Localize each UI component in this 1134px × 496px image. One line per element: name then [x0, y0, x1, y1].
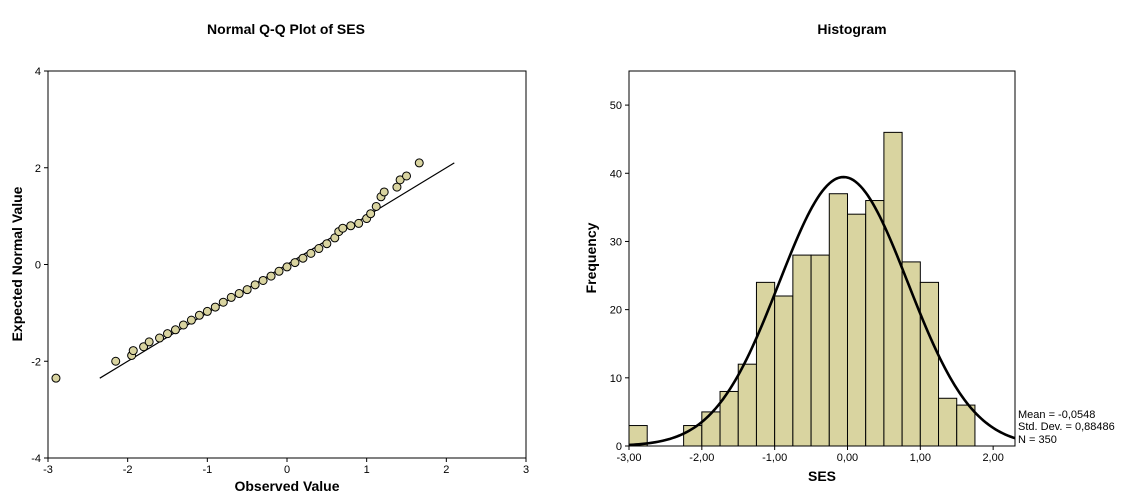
qq-y-axis: -4 -2 0 2 4: [31, 66, 48, 465]
qq-point: [346, 221, 356, 231]
histogram-y-tick-label: 30: [610, 236, 622, 248]
histogram-bar: [865, 200, 885, 447]
qq-point: [322, 239, 332, 249]
qq-point: [128, 346, 138, 356]
qq-y-tick-label: 4: [35, 66, 41, 78]
qq-point: [371, 201, 381, 211]
histogram-bar: [737, 363, 757, 447]
qq-plot-title: Normal Q-Q Plot of SES: [207, 21, 365, 37]
qq-point: [234, 289, 244, 299]
qq-y-tick-label: 0: [35, 260, 41, 272]
qq-point: [306, 248, 316, 258]
qq-point: [242, 285, 252, 295]
qq-point: [186, 315, 196, 325]
histogram-y-tick-label: 20: [610, 305, 622, 317]
histogram-bar: [938, 397, 958, 447]
qq-y-tick-label: -4: [31, 453, 41, 465]
qq-x-tick-label: -1: [202, 464, 212, 476]
qq-y-axis-label: Expected Normal Value: [9, 186, 25, 341]
stat-mean: Mean = -0,0548: [1018, 409, 1095, 421]
qq-point: [338, 223, 348, 233]
histogram-bars: [628, 131, 976, 447]
qq-point: [395, 175, 405, 185]
histogram-y-tick-label: 0: [616, 441, 622, 453]
histogram-bar: [828, 193, 848, 447]
histogram-y-axis-label: Frequency: [583, 222, 599, 293]
histogram-bar: [792, 254, 812, 447]
qq-point: [163, 329, 172, 339]
qq-x-tick-label: -3: [43, 464, 53, 476]
histogram-x-tick-label: -1,00: [762, 452, 787, 464]
histogram-x-axis: -3,00 -2,00 -1,00 0,00 1,00 2,00: [616, 446, 1004, 464]
qq-point: [366, 209, 376, 219]
qq-point: [266, 271, 276, 281]
qq-point: [139, 342, 149, 352]
qq-point: [194, 310, 204, 320]
histogram-x-tick-label: 2,00: [982, 452, 1003, 464]
qq-x-tick-label: -2: [123, 464, 133, 476]
qq-x-tick-label: 2: [443, 464, 449, 476]
histogram-x-axis-label: SES: [808, 468, 836, 484]
histogram-x-tick-label: -3,00: [616, 452, 641, 464]
stat-n: N = 350: [1018, 434, 1057, 446]
qq-point: [354, 218, 364, 228]
qq-point: [178, 320, 188, 330]
qq-point: [290, 258, 300, 268]
qq-point: [298, 253, 308, 263]
histogram-bar: [883, 131, 903, 447]
qq-point: [250, 280, 260, 290]
histogram-y-tick-label: 40: [610, 168, 622, 180]
histogram-y-tick-label: 50: [610, 100, 622, 112]
qq-point: [274, 266, 284, 276]
qq-plot: Normal Q-Q Plot of SES -3 -2 -1 0 1 2 3 -4 -2 0 2…: [9, 21, 529, 494]
histogram: Histogram -3,00 -2,00 -1,00 0,00 1,00 2,00 0 1…: [583, 21, 1115, 484]
normal-curve: [628, 175, 1016, 447]
qq-x-tick-label: 3: [523, 464, 529, 476]
qq-point: [392, 182, 402, 192]
histogram-y-tick-label: 10: [610, 373, 622, 385]
qq-point: [51, 373, 61, 383]
histogram-bar: [755, 281, 776, 447]
qq-point: [210, 302, 220, 312]
qq-point: [170, 325, 180, 335]
histogram-x-tick-label: -2,00: [689, 452, 714, 464]
qq-point: [111, 356, 121, 366]
histogram-x-tick-label: 1,00: [910, 452, 931, 464]
qq-x-tick-label: 1: [364, 464, 370, 476]
qq-x-tick-label: 0: [284, 464, 290, 476]
qq-x-axis-label: Observed Value: [234, 478, 339, 494]
qq-point: [155, 333, 165, 343]
qq-x-axis: -3 -2 -1 0 1 2 3: [43, 458, 529, 476]
histogram-bar: [774, 295, 794, 447]
histogram-bar: [846, 213, 867, 447]
qq-point: [218, 297, 228, 307]
qq-point: [330, 233, 340, 243]
qq-point: [258, 275, 268, 285]
qq-point: [379, 187, 389, 197]
histogram-x-tick-label: 0,00: [837, 452, 858, 464]
qq-y-tick-label: -2: [31, 356, 41, 368]
histogram-bar: [701, 411, 721, 447]
qq-y-tick-label: 2: [35, 163, 41, 175]
qq-point: [282, 262, 292, 272]
qq-point: [202, 306, 212, 316]
qq-point: [314, 244, 324, 254]
stat-std-dev: Std. Dev. = 0,88486: [1018, 421, 1115, 433]
histogram-bar: [919, 281, 940, 447]
histogram-title: Histogram: [817, 21, 886, 37]
qq-point: [226, 292, 236, 302]
histogram-bar: [956, 404, 976, 447]
qq-point: [402, 171, 411, 181]
qq-point: [414, 158, 424, 168]
qq-points: [51, 158, 424, 383]
qq-point: [144, 337, 154, 347]
histogram-bar: [810, 254, 830, 447]
histogram-bar: [628, 425, 648, 447]
histogram-y-axis: 0 10 20 30 40 50: [610, 100, 629, 453]
